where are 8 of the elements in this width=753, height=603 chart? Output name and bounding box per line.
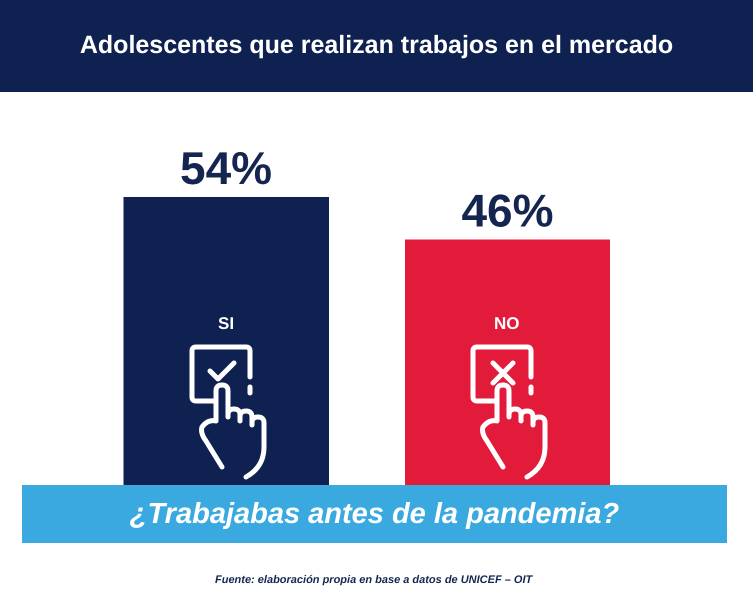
banner: ¿Trabajabas antes de la pandemia? [22,485,727,543]
x-axis-title: ¿Trabajabas antes de la pandemia? [130,498,620,530]
data-label: 46% [461,184,554,237]
x-tick-label: SI [218,314,234,333]
chart-title: Adolescentes que realizan trabajos en el mercado [80,30,674,59]
source-note: Fuente: elaboración propia en base a datos de UNICEF – OIT [215,574,534,586]
x-tick-label: NO [494,314,520,333]
data-label: 54% [180,142,272,194]
